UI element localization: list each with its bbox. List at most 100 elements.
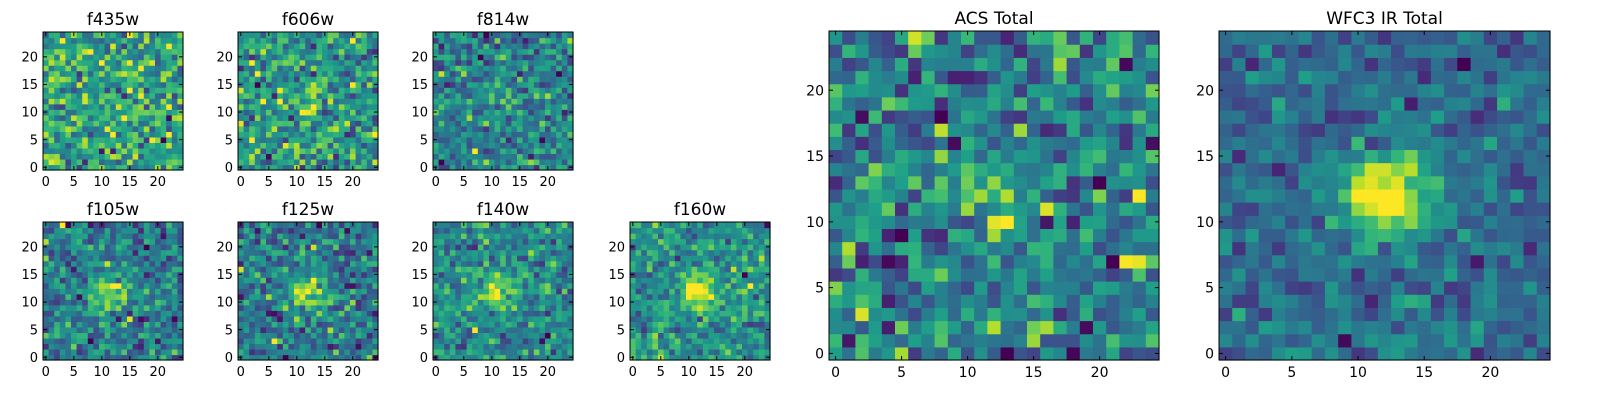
heatmap-cell bbox=[1000, 346, 1015, 361]
heatmap-cell bbox=[561, 142, 568, 149]
heatmap-cell bbox=[686, 337, 693, 345]
heatmap-cell bbox=[483, 255, 490, 262]
heatmap-cell bbox=[1106, 228, 1120, 243]
heatmap-cell bbox=[517, 125, 524, 132]
heatmap-cell bbox=[461, 227, 468, 234]
heatmap-cell bbox=[855, 228, 870, 243]
heatmap-cell bbox=[294, 321, 301, 328]
heatmap-cell bbox=[567, 76, 574, 83]
heatmap-cell bbox=[550, 65, 557, 72]
heatmap-cell bbox=[658, 288, 665, 295]
heatmap-cell bbox=[730, 260, 737, 267]
heatmap-cell bbox=[127, 48, 134, 55]
heatmap-cell bbox=[138, 277, 145, 284]
heatmap-cell bbox=[310, 260, 317, 267]
heatmap-cell bbox=[1132, 281, 1147, 295]
heatmap-cell bbox=[310, 343, 317, 350]
heatmap-cell bbox=[299, 249, 306, 256]
heatmap-cell bbox=[355, 109, 362, 116]
heatmap-cell bbox=[110, 109, 117, 116]
heatmap-cell bbox=[155, 282, 162, 289]
heatmap-cell bbox=[243, 304, 250, 311]
heatmap-cell bbox=[355, 354, 362, 361]
heatmap-cell bbox=[271, 37, 278, 44]
heatmap-cell bbox=[110, 260, 117, 267]
heatmap-cell bbox=[708, 337, 715, 345]
heatmap-cell bbox=[48, 65, 55, 72]
heatmap-cell bbox=[652, 348, 659, 356]
heatmap-cell bbox=[310, 164, 317, 171]
heatmap-cell bbox=[327, 142, 334, 149]
heatmap-cell bbox=[87, 337, 94, 345]
heatmap-cell bbox=[449, 354, 456, 361]
heatmap-cell bbox=[753, 249, 760, 256]
heatmap-cell bbox=[93, 120, 100, 127]
heatmap-cell bbox=[528, 142, 535, 149]
heatmap-cell bbox=[1093, 320, 1107, 335]
heatmap-cell bbox=[333, 348, 340, 356]
heatmap-cell bbox=[110, 277, 117, 284]
heatmap-cell bbox=[305, 153, 312, 160]
heatmap-cell bbox=[663, 271, 670, 278]
heatmap-cell bbox=[719, 271, 726, 278]
heatmap-cell bbox=[691, 233, 698, 240]
heatmap-cell bbox=[99, 249, 106, 256]
heatmap-cell bbox=[277, 142, 284, 149]
heatmap-cell bbox=[65, 310, 72, 317]
heatmap-cell bbox=[561, 147, 568, 155]
heatmap-cell bbox=[254, 109, 261, 116]
heatmap-cell bbox=[691, 266, 698, 273]
heatmap-cell bbox=[449, 233, 456, 240]
heatmap-cell bbox=[855, 215, 870, 229]
heatmap-cell bbox=[305, 92, 312, 99]
heatmap-cell bbox=[266, 65, 273, 72]
heatmap-cell bbox=[652, 337, 659, 345]
heatmap-cell bbox=[736, 222, 743, 229]
heatmap-cell bbox=[466, 222, 473, 229]
heatmap-cell bbox=[87, 158, 94, 166]
heatmap-cell bbox=[556, 142, 563, 149]
heatmap-cell bbox=[747, 321, 754, 328]
heatmap-cell bbox=[243, 87, 250, 94]
heatmap-cell bbox=[277, 87, 284, 94]
heatmap-cell bbox=[372, 76, 379, 83]
heatmap-cell bbox=[714, 244, 721, 251]
heatmap-cell bbox=[1000, 320, 1015, 335]
heatmap-cell bbox=[1093, 267, 1107, 282]
heatmap-cell bbox=[48, 288, 55, 295]
heatmap-cell bbox=[160, 70, 167, 77]
heatmap-cell bbox=[99, 266, 106, 273]
heatmap-cell bbox=[177, 255, 184, 262]
heatmap-cell bbox=[680, 266, 687, 273]
heatmap-cell bbox=[505, 271, 512, 278]
heatmap-cell bbox=[641, 271, 648, 278]
heatmap-cell bbox=[483, 227, 490, 234]
heatmap-cell bbox=[93, 136, 100, 143]
heatmap-cell bbox=[104, 321, 111, 328]
heatmap-cell bbox=[260, 255, 267, 262]
heatmap-cell bbox=[93, 153, 100, 160]
heatmap-cell bbox=[466, 153, 473, 160]
heatmap-cell bbox=[1013, 320, 1028, 335]
heatmap-cell bbox=[282, 131, 289, 138]
heatmap-cell bbox=[444, 233, 451, 240]
heatmap-cell bbox=[294, 227, 301, 234]
heatmap-cell bbox=[322, 76, 329, 83]
heatmap-cell bbox=[725, 293, 732, 300]
heatmap-cell bbox=[82, 142, 89, 149]
heatmap-cell bbox=[455, 249, 462, 256]
heatmap-cell bbox=[266, 70, 273, 77]
heatmap-cell bbox=[143, 277, 150, 284]
heatmap-cell bbox=[249, 277, 256, 284]
heatmap-cell bbox=[881, 162, 896, 177]
heatmap-cell bbox=[1106, 346, 1120, 361]
heatmap-cell bbox=[556, 48, 563, 55]
heatmap-cell bbox=[282, 32, 289, 39]
heatmap-cell bbox=[545, 158, 552, 166]
heatmap-cell bbox=[725, 299, 732, 306]
heatmap-cell bbox=[277, 293, 284, 300]
heatmap-cell bbox=[266, 326, 273, 333]
heatmap-cell bbox=[344, 332, 351, 339]
heatmap-cell bbox=[132, 244, 139, 251]
heatmap-cell bbox=[483, 332, 490, 339]
